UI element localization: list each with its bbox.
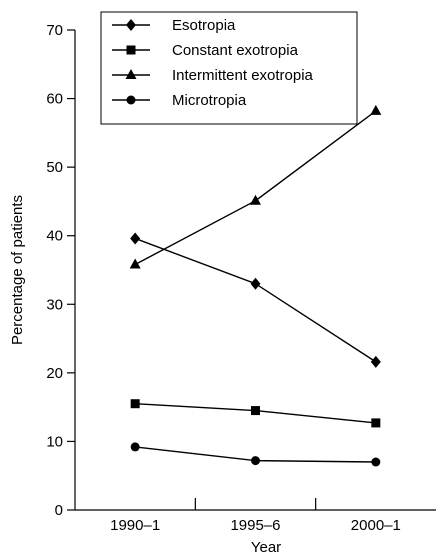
y-tick-label: 50 xyxy=(46,159,63,176)
legend-marker xyxy=(126,45,136,55)
data-point xyxy=(370,355,381,368)
data-point xyxy=(130,232,141,245)
data-point xyxy=(130,442,140,452)
legend-box xyxy=(100,11,358,125)
axes xyxy=(74,30,436,511)
legend-item: Constant exotropia xyxy=(112,42,299,59)
series xyxy=(129,104,382,467)
y-tick-label: 70 xyxy=(46,22,63,39)
legend-item: Microtropia xyxy=(112,92,247,109)
y-tick-label: 20 xyxy=(46,365,63,382)
legend-label: Microtropia xyxy=(172,92,247,109)
data-point xyxy=(371,457,381,467)
x-ticks: 1990–1 1995–6 2000–1 xyxy=(110,498,401,534)
data-point xyxy=(251,456,260,466)
series-esotropia xyxy=(130,232,381,368)
legend-marker xyxy=(125,69,137,79)
series-intermittent-exotropia xyxy=(129,104,382,269)
data-point xyxy=(130,399,140,409)
data-point xyxy=(129,258,141,269)
legend-label: Constant exotropia xyxy=(172,42,299,59)
y-ticks: 0 10 20 30 40 50 60 70 xyxy=(46,22,75,519)
y-axis-label: Percentage of patients xyxy=(9,195,26,345)
y-tick-label: 30 xyxy=(46,296,63,313)
data-point xyxy=(251,406,260,416)
data-point xyxy=(371,418,381,428)
legend: Esotropia Constant exotropia Intermittent … xyxy=(100,11,358,125)
x-tick-label: 1990–1 xyxy=(110,517,160,534)
y-tick-label: 60 xyxy=(46,91,63,108)
series-line xyxy=(134,237,377,363)
legend-item: Intermittent exotropia xyxy=(112,67,314,84)
legend-marker xyxy=(126,19,136,31)
data-point xyxy=(250,194,261,205)
x-tick-label: 2000–1 xyxy=(351,517,401,534)
legend-label: Esotropia xyxy=(172,17,236,34)
y-tick-label: 0 xyxy=(55,502,63,519)
data-point xyxy=(370,104,382,115)
y-tick-label: 10 xyxy=(46,433,63,450)
data-point xyxy=(250,277,261,290)
legend-label: Intermittent exotropia xyxy=(172,67,314,84)
x-tick-label: 1995–6 xyxy=(230,517,280,534)
legend-items: Esotropia Constant exotropia Intermittent … xyxy=(112,17,314,109)
legend-marker xyxy=(126,95,136,105)
series-microtropia xyxy=(130,442,381,467)
series-line xyxy=(134,110,377,266)
y-tick-label: 40 xyxy=(46,228,63,245)
x-axis-label: Year xyxy=(251,539,281,556)
legend-item: Esotropia xyxy=(112,17,236,34)
series-constant-exotropia xyxy=(130,399,381,428)
